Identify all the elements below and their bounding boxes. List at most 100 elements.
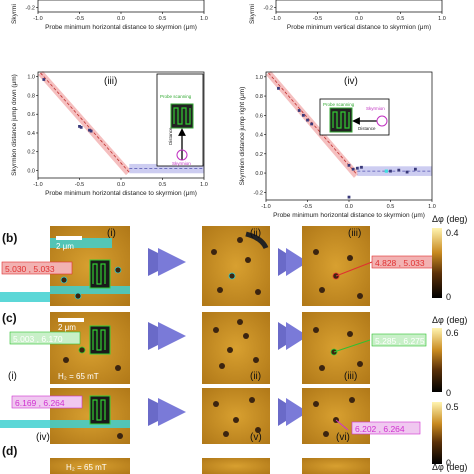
- y-tick-label: 1.0: [255, 75, 263, 81]
- colorbar-c: 0.6 Δφ (deg) 0: [432, 315, 467, 398]
- x-tick-label: 0.0: [117, 16, 125, 22]
- plot-top-right: -1.0 -0.5 0.0 0.5 1.0 -0.2 Probe minimum verti…: [249, 0, 446, 31]
- colorbar-b: 0.4 0 Δφ (deg): [432, 214, 467, 302]
- x-axis-label: Probe minimum horizontal distance to sky…: [273, 212, 425, 219]
- transition-arrow-c2: [278, 322, 308, 350]
- x-axis-label: Probe minimum horizontal distance to sky…: [45, 24, 197, 31]
- data-point: [310, 122, 314, 126]
- red-fit-line: [40, 72, 130, 173]
- y-tick-label: 0.4: [27, 131, 35, 137]
- image-label-b-ii: (ii): [250, 228, 261, 239]
- y-tick-label: 0.8: [27, 93, 35, 99]
- svg-text:0: 0: [446, 388, 451, 398]
- image-label-c-i: (i): [8, 371, 17, 382]
- x-tick-label: 1.0: [428, 204, 436, 210]
- image-label-c-v: (v): [250, 432, 262, 443]
- x-tick-label: 0.5: [159, 182, 167, 188]
- svg-text:6.202 , 6.264: 6.202 , 6.264: [355, 424, 405, 434]
- highlight-point: [384, 169, 388, 173]
- data-point: [78, 125, 81, 128]
- field-label-c: H₂ = 65 mT: [58, 372, 99, 381]
- y-tick-label: 0.6: [255, 113, 263, 119]
- data-point: [389, 169, 392, 173]
- axes-frame: [265, 71, 433, 201]
- svg-text:6.169 , 6.264: 6.169 , 6.264: [15, 398, 65, 408]
- mfm-image-b-iii: (iii): [302, 226, 373, 306]
- x-tick-label: 1.0: [200, 16, 208, 22]
- data-point: [351, 167, 355, 171]
- transition-arrow-c4: [278, 398, 308, 426]
- svg-text:5.285 , 6.275: 5.285 , 6.275: [375, 336, 425, 346]
- red-band: [38, 71, 131, 176]
- data-point: [277, 86, 280, 90]
- x-tick-label: -1.0: [261, 204, 270, 210]
- scale-bar-c: 2 μm: [58, 323, 76, 332]
- inset-label-probe-iv: Probe scanning: [323, 102, 355, 107]
- data-point: [355, 166, 359, 170]
- svg-text:Δφ (deg): Δφ (deg): [432, 214, 467, 224]
- y-axis-label: Skyrmi: [249, 4, 256, 24]
- mfm-image-c-iii: (iii): [302, 312, 371, 384]
- y-tick-label: 0.2: [27, 150, 35, 156]
- inset-label-probe: Probe scanning: [160, 94, 192, 99]
- svg-text:0: 0: [446, 292, 451, 302]
- mfm-image-c-v: (v): [202, 388, 270, 444]
- axes-frame: [275, 0, 443, 13]
- coord-box-b-right: 4.828 , 5.033: [371, 255, 441, 269]
- svg-text:5.030 , 5.033: 5.030 , 5.033: [5, 264, 55, 274]
- data-point: [42, 78, 46, 81]
- data-point: [414, 167, 417, 171]
- x-tick-label: 0.0: [355, 16, 363, 22]
- transition-arrow-b1: [148, 248, 186, 276]
- x-tick-label: -0.5: [313, 16, 322, 22]
- data-point: [88, 128, 91, 132]
- colorbar-d-label: Δφ (deg): [432, 462, 467, 472]
- mfm-image-c-ii: (ii): [202, 312, 270, 384]
- image-label-c-vi: (vi): [336, 432, 350, 443]
- y-tick-label: -0.2: [254, 190, 263, 196]
- data-point: [405, 170, 409, 174]
- svg-text:0.6: 0.6: [446, 328, 459, 338]
- x-tick-label: 0.5: [159, 16, 167, 22]
- data-point: [347, 163, 351, 167]
- inset-iii: Probe scanning Distance Skyrmion: [156, 73, 204, 167]
- svg-text:4.828 , 5.033: 4.828 , 5.033: [375, 258, 425, 268]
- panel-label-iii: (iii): [104, 76, 117, 87]
- y-tick-label: -0.2: [264, 6, 273, 12]
- plot-top-left: -1.0 -0.5 0.0 0.5 1.0 -0.2 Probe minimum horiz…: [11, 0, 208, 31]
- scale-bar-b: 2 μm: [56, 242, 74, 251]
- x-tick-label: -1.0: [33, 182, 42, 188]
- mfm-image-b-ii: (ii): [202, 226, 270, 306]
- x-axis-label: Probe minimum vertical distance to skyrm…: [287, 24, 431, 31]
- inset-label-distance: Distance: [168, 127, 173, 145]
- x-tick-label: 0.5: [387, 204, 395, 210]
- row-label-d: (d): [2, 444, 17, 458]
- y-tick-label: 0.0: [255, 171, 263, 177]
- coord-box-c-left: 5.003 , 6.170: [9, 331, 81, 345]
- svg-text:0.4: 0.4: [446, 228, 459, 238]
- x-tick-label: 0.0: [345, 204, 353, 210]
- axes-frame: [37, 0, 205, 13]
- image-label-c-iv: (iv): [36, 432, 50, 443]
- y-axis-label: Skyrmion distance jump right (μm): [239, 87, 246, 186]
- probe-band-c: [0, 420, 50, 428]
- svg-text:0: 0: [446, 458, 451, 468]
- coord-box-c2-left: 6.169 , 6.264: [11, 395, 83, 409]
- transition-arrow-c3: [148, 398, 186, 426]
- y-tick-label: 0.2: [255, 152, 263, 158]
- y-tick-label: -0.2: [26, 6, 35, 12]
- inset-label-distance-iv: Distance: [358, 126, 376, 131]
- mfm-image-c-i: 2 μm (i) H₂ = 65 mT: [8, 312, 130, 384]
- x-axis-label: Probe minimum horizontal distance to sky…: [45, 190, 197, 197]
- x-tick-label: -0.5: [303, 204, 312, 210]
- x-tick-label: -1.0: [271, 16, 280, 22]
- x-tick-label: -0.5: [75, 182, 84, 188]
- row-label-b: (b): [2, 231, 17, 245]
- x-tick-label: 0.5: [397, 16, 405, 22]
- transition-arrow-b2: [278, 248, 308, 276]
- coord-box-c2-right: 6.202 , 6.264: [351, 421, 421, 435]
- coord-box-c-right: 5.285 , 6.275: [371, 333, 427, 347]
- inset-label-skyrmion: Skyrmion: [172, 161, 191, 166]
- image-label-b-iii: (iii): [348, 228, 361, 239]
